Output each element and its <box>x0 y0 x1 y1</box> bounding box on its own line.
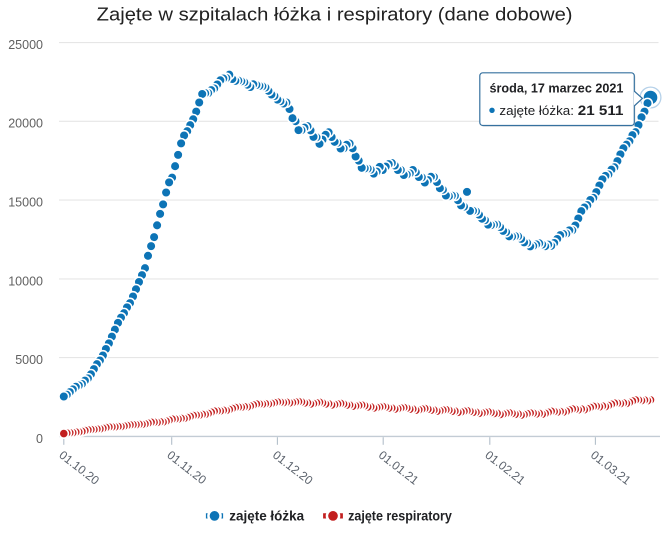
svg-text:zajęte respiratory: zajęte respiratory <box>348 507 452 523</box>
svg-text:środa, 17 marzec 2021: środa, 17 marzec 2021 <box>490 81 624 96</box>
svg-text:zajęte łóżka: zajęte łóżka <box>229 507 304 523</box>
svg-text:0: 0 <box>36 432 43 446</box>
svg-text:15000: 15000 <box>8 196 43 210</box>
svg-text:Zajęte w szpitalach łóżka i re: Zajęte w szpitalach łóżka i respiratory … <box>97 5 573 25</box>
svg-text:zajęte łóżka:: zajęte łóżka: <box>499 103 574 118</box>
svg-text:5000: 5000 <box>15 353 43 367</box>
svg-text:10000: 10000 <box>8 274 43 288</box>
svg-text:21 511: 21 511 <box>578 103 624 118</box>
svg-text:20000: 20000 <box>8 117 43 131</box>
svg-text:25000: 25000 <box>8 38 43 52</box>
